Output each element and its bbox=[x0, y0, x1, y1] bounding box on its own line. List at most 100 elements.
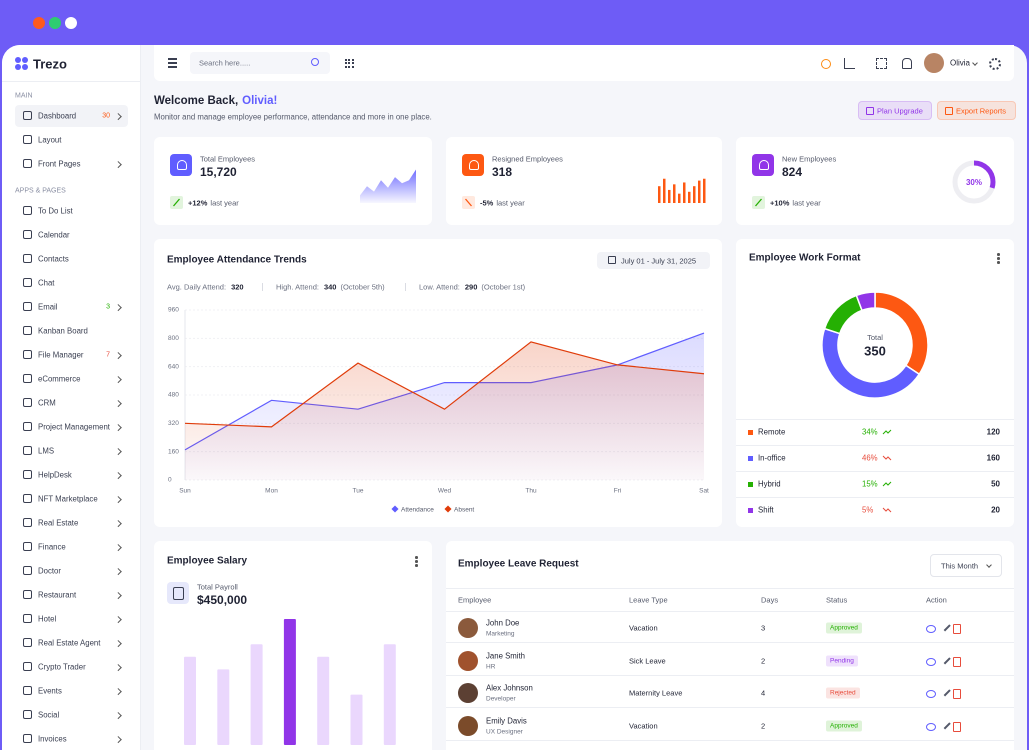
delete-action[interactable] bbox=[953, 624, 961, 634]
hamburger-line[interactable] bbox=[168, 66, 177, 68]
menu-item[interactable]: Real Estate Agent bbox=[15, 632, 128, 654]
menu-icon bbox=[23, 206, 32, 215]
chevron bbox=[115, 112, 122, 119]
date-range-picker[interactable]: July 01 - July 31, 2025 bbox=[597, 252, 710, 269]
chevron bbox=[115, 711, 122, 718]
menu-item[interactable]: Chat bbox=[15, 272, 128, 294]
menu-item[interactable]: File Manager 7 bbox=[15, 344, 128, 366]
menu-dot[interactable] bbox=[997, 253, 1000, 256]
menu-label: Finance bbox=[38, 542, 66, 552]
trend-box bbox=[170, 196, 183, 209]
status-badge: Pending bbox=[826, 655, 858, 667]
menu-dot[interactable] bbox=[997, 257, 1000, 260]
menu-label: CRM bbox=[38, 398, 56, 408]
menu-dot[interactable] bbox=[415, 556, 418, 559]
logo: Trezo bbox=[33, 56, 67, 72]
maximize-dot[interactable] bbox=[65, 17, 77, 29]
apps-dot[interactable] bbox=[351, 59, 354, 61]
menu-item[interactable]: Social bbox=[15, 704, 128, 726]
delete-action[interactable] bbox=[953, 689, 961, 700]
notification-icon[interactable] bbox=[902, 58, 912, 69]
view-action[interactable] bbox=[926, 625, 936, 633]
table-separator bbox=[446, 707, 1014, 709]
menu-item[interactable]: Front Pages bbox=[15, 153, 128, 175]
menu-item[interactable]: LMS bbox=[15, 440, 128, 462]
logo-petal bbox=[22, 64, 28, 70]
menu-item[interactable]: Project Management bbox=[15, 416, 128, 438]
hamburger-line[interactable] bbox=[168, 62, 177, 64]
menu-label: Front Pages bbox=[38, 159, 81, 169]
menu-item[interactable]: Contacts bbox=[15, 248, 128, 270]
leave-request-card bbox=[446, 541, 1014, 750]
menu-item[interactable]: Layout bbox=[15, 129, 128, 151]
filter-label: This Month bbox=[941, 561, 979, 570]
minimize-dot[interactable] bbox=[49, 17, 61, 29]
apps-dot[interactable] bbox=[348, 59, 351, 61]
menu-item[interactable]: Events bbox=[15, 680, 128, 702]
payroll-value: $450,000 bbox=[197, 593, 248, 607]
menu-item[interactable]: Real Estate bbox=[15, 512, 128, 534]
menu-item[interactable]: CRM bbox=[15, 392, 128, 414]
menu-item[interactable]: Restaurant bbox=[15, 584, 128, 606]
menu-dot[interactable] bbox=[415, 560, 418, 563]
menu-item[interactable]: Crypto Trader bbox=[15, 656, 128, 678]
menu-item[interactable]: Invoices bbox=[15, 728, 128, 750]
close-dot[interactable] bbox=[33, 17, 45, 29]
filter-dropdown[interactable]: This Month bbox=[930, 554, 1002, 577]
menu-item[interactable]: Email 3 bbox=[15, 296, 128, 318]
menu-item[interactable]: To Do List bbox=[15, 200, 128, 222]
menu-item[interactable]: Hotel bbox=[15, 608, 128, 630]
leave-type: Maternity Leave bbox=[629, 688, 683, 698]
trend-box bbox=[752, 196, 765, 209]
menu-item[interactable]: Dashboard 30 bbox=[15, 105, 128, 127]
card-title: Employee Leave Request bbox=[458, 558, 579, 570]
legend-marker bbox=[748, 481, 753, 487]
menu-item[interactable]: Doctor bbox=[15, 560, 128, 582]
view-action[interactable] bbox=[926, 723, 936, 732]
menu-icon bbox=[23, 278, 32, 287]
employee-role: UX Designer bbox=[486, 728, 523, 736]
menu-item[interactable]: HelpDesk bbox=[15, 464, 128, 486]
settings-icon[interactable] bbox=[989, 58, 1001, 70]
logo-petal bbox=[15, 64, 21, 70]
menu-item[interactable]: Kanban Board bbox=[15, 320, 128, 342]
stat-label: Avg. Daily Attend: bbox=[167, 282, 227, 292]
menu-label: Contacts bbox=[38, 254, 69, 264]
menu-label: File Manager bbox=[38, 350, 84, 360]
menu-dot[interactable] bbox=[415, 564, 418, 567]
menu-icon bbox=[23, 422, 32, 431]
leave-days: 2 bbox=[761, 721, 766, 731]
fullscreen-icon[interactable] bbox=[876, 58, 887, 69]
apps-dot[interactable] bbox=[351, 62, 354, 65]
header-button[interactable]: Export Reports bbox=[937, 101, 1016, 120]
apps-dot[interactable] bbox=[351, 65, 354, 68]
user-name[interactable]: Olivia bbox=[950, 58, 971, 68]
header-button[interactable]: Plan Upgrade bbox=[858, 101, 932, 120]
view-action[interactable] bbox=[926, 690, 936, 699]
view-action[interactable] bbox=[926, 657, 936, 666]
apps-dot[interactable] bbox=[345, 62, 347, 65]
legend-label: Remote bbox=[758, 427, 786, 437]
apps-dot[interactable] bbox=[348, 62, 351, 65]
menu-label: To Do List bbox=[38, 206, 73, 216]
theme-icon[interactable] bbox=[821, 59, 831, 69]
menu-item[interactable]: Calendar bbox=[15, 224, 128, 246]
menu-item[interactable]: eCommerce bbox=[15, 368, 128, 390]
logo-petal bbox=[15, 57, 21, 63]
apps-dot[interactable] bbox=[348, 65, 351, 68]
apps-dot[interactable] bbox=[345, 59, 347, 61]
menu-icon bbox=[23, 662, 32, 671]
language-icon[interactable] bbox=[844, 58, 855, 69]
user-avatar[interactable] bbox=[924, 53, 944, 73]
menu-item[interactable]: NFT Marketplace bbox=[15, 488, 128, 510]
status-badge: Rejected bbox=[826, 687, 860, 699]
menu-dot[interactable] bbox=[997, 261, 1000, 264]
employee-avatar bbox=[458, 683, 478, 704]
search-box[interactable]: Search here..... bbox=[190, 52, 330, 74]
menu-item[interactable]: Finance bbox=[15, 536, 128, 558]
delete-action[interactable] bbox=[953, 722, 961, 733]
hamburger-line[interactable] bbox=[168, 58, 177, 60]
delete-action[interactable] bbox=[953, 656, 961, 667]
share-label: 5% bbox=[862, 505, 874, 515]
apps-dot[interactable] bbox=[345, 65, 347, 68]
